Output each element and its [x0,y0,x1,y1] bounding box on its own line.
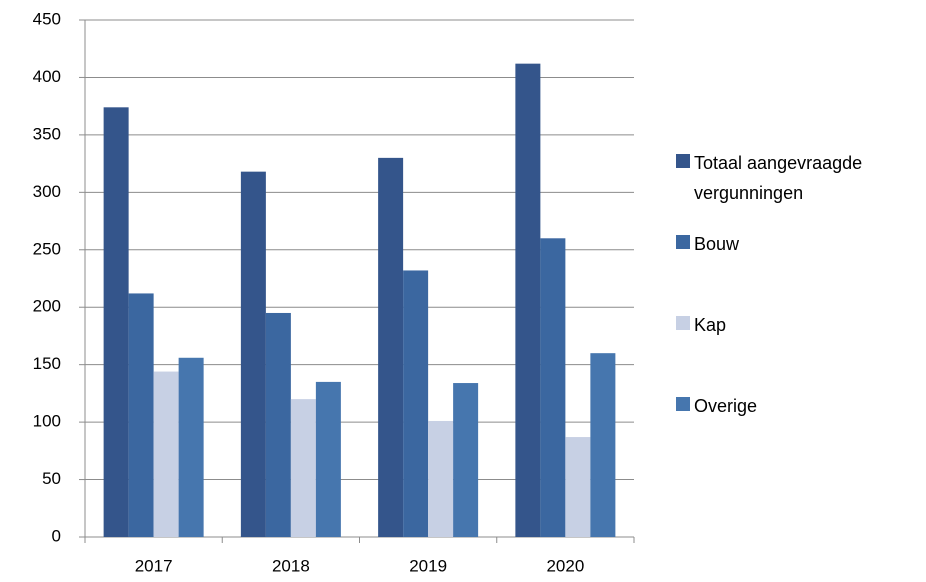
bar [178,357,204,537]
x-tick-label: 2017 [135,556,173,575]
bar [515,63,541,537]
bar [590,353,616,537]
bar [240,171,266,538]
bar [315,381,341,537]
legend-label: Totaal aangevraagde vergunningen [694,153,863,203]
bar [153,371,179,537]
bar [378,157,404,537]
y-tick-label: 0 [52,526,61,545]
x-tick-label: 2019 [409,556,447,575]
y-tick-label: 150 [33,354,61,373]
legend-swatch [676,235,690,249]
bar [103,107,129,537]
x-tick-label: 2020 [546,556,584,575]
bar [453,383,479,537]
bar [403,270,429,537]
legend-swatch [676,397,690,411]
legend-swatch [676,154,690,168]
y-tick-label: 250 [33,239,61,258]
legend-label: Kap [694,315,727,335]
y-tick-label: 200 [33,297,61,316]
y-tick-label: 100 [33,412,61,431]
bar [128,293,154,537]
bar [565,437,591,537]
y-tick-label: 400 [33,67,61,86]
bar [540,238,566,538]
y-tick-label: 300 [33,182,61,201]
y-tick-label: 450 [33,9,61,28]
legend-label: Bouw [694,234,740,254]
legend-label: Overige [694,396,758,416]
y-tick-label: 50 [42,469,61,488]
legend-entry: Overige [676,391,919,421]
legend-entry: Kap [676,310,919,340]
legend-swatch [676,316,690,330]
bar [428,420,454,537]
bar [265,312,291,537]
y-tick-label: 350 [33,124,61,143]
bar [290,399,316,537]
legend-entry: Bouw [676,229,919,259]
legend-entry: Totaal aangevraagde vergunningen [676,148,919,208]
x-tick-label: 2018 [272,556,310,575]
